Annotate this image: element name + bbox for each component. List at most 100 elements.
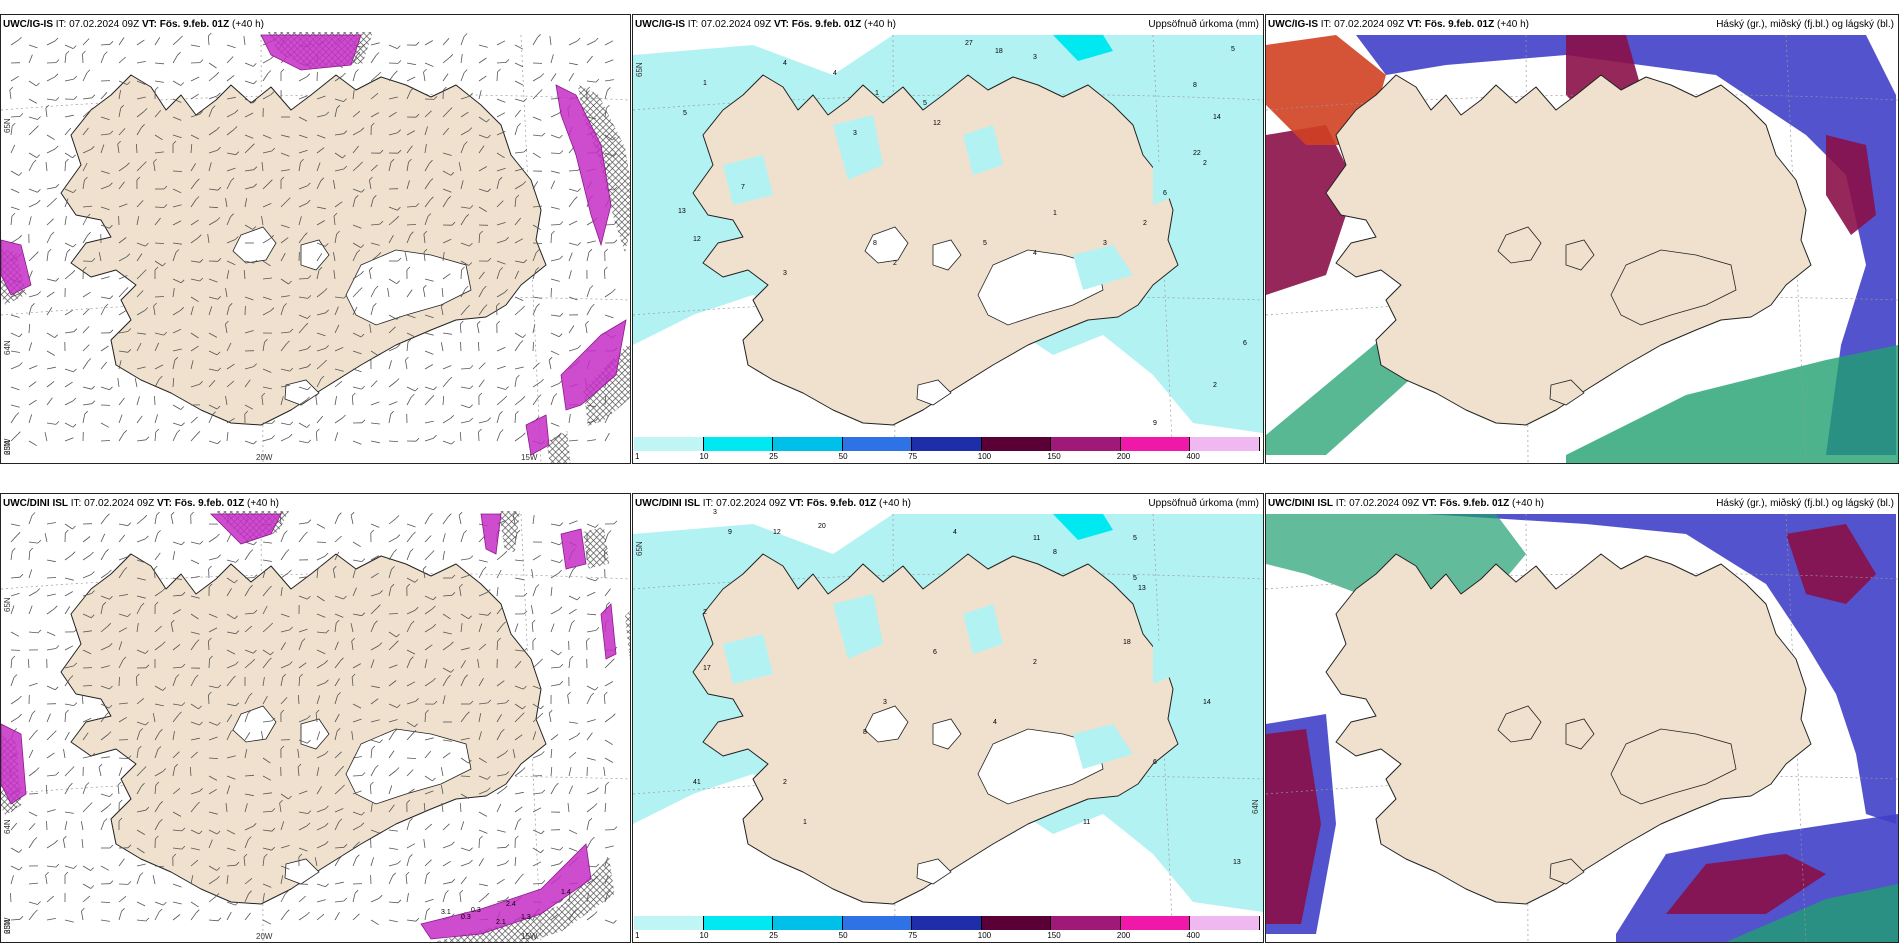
- colorbar-tick-label: 400: [1186, 452, 1200, 461]
- precip-area: [1153, 634, 1178, 684]
- valid-time: VT: Fös. 9.feb. 01Z: [141, 19, 230, 30]
- colorbar-tick-label: 100: [977, 931, 992, 940]
- value-label: 3: [1103, 240, 1107, 247]
- axis-label-lat-mid: 64N: [3, 340, 12, 355]
- colorbar-tick-label: 150: [1047, 931, 1061, 940]
- init-time: IT: 07.02.2024 09Z: [1320, 19, 1405, 30]
- value-label: 1.4: [561, 889, 571, 896]
- gust-hatch-area: [583, 526, 610, 569]
- value-label: 2.4: [506, 901, 516, 908]
- value-label: 5: [923, 100, 927, 107]
- precip-area: [1073, 724, 1133, 769]
- axis-label-corner: 25W: [3, 917, 12, 934]
- value-label: 13: [678, 208, 686, 215]
- value-label: 12: [933, 120, 941, 127]
- glacier-outline: [300, 239, 330, 271]
- colorbar-tick-label: 200: [1116, 452, 1131, 461]
- cloud-layer: [1786, 524, 1876, 604]
- glacier-outline: [932, 239, 962, 271]
- glacier-outline: [864, 705, 909, 743]
- value-label: 0.3: [471, 907, 481, 914]
- cloud-layer: [1266, 125, 1356, 295]
- precip-area: [833, 115, 883, 180]
- axis-label-lat-top: 65N: [3, 597, 12, 612]
- init-time: IT: 07.02.2024 09Z: [687, 19, 772, 30]
- colorbar-swatch: [1190, 437, 1260, 451]
- lead-time: (+40 h): [1512, 498, 1544, 509]
- value-label: 4: [1033, 250, 1037, 257]
- value-label: 5: [1133, 575, 1137, 582]
- init-time: IT: 07.02.2024 09Z: [1335, 498, 1420, 509]
- colorbar-swatch: [981, 916, 1052, 930]
- model-name: UWC/IG-IS: [3, 19, 53, 30]
- value-label: 5: [1231, 46, 1235, 53]
- model-name: UWC/DINI ISL: [3, 498, 68, 509]
- glacier-outline: [1610, 728, 1737, 805]
- precip-area: [723, 155, 773, 205]
- precip-area: [1073, 245, 1133, 290]
- value-label: 2: [703, 609, 707, 616]
- colorbar-tick-label: 10: [699, 931, 709, 940]
- colorbar-tick-label: 400: [1186, 931, 1200, 940]
- colorbar-tick-label: 10: [699, 452, 709, 461]
- value-label: 18: [995, 48, 1003, 55]
- panel-header: UWC/IG-IS IT: 07.02.2024 09Z VT: Fös. 9.…: [3, 19, 264, 30]
- colorbar-swatch: [634, 916, 704, 930]
- value-label: 2: [1203, 160, 1207, 167]
- value-label: 14: [1203, 699, 1211, 706]
- gust-hatch-area: [546, 430, 571, 463]
- value-label: 3.1: [441, 909, 451, 916]
- glacier-outline: [345, 249, 472, 326]
- glacier-outline: [1610, 249, 1737, 326]
- axis-label-lon-right: 15W: [521, 453, 538, 462]
- value-label: 2: [1213, 382, 1217, 389]
- colorbar: 1 10 25 50 75 100 150 200 400: [634, 437, 1260, 463]
- lead-time: (+40 h): [879, 498, 911, 509]
- colorbar-swatch: [912, 916, 982, 930]
- value-label: 1: [803, 819, 807, 826]
- cloud-layer: [1266, 729, 1321, 924]
- precip-area: [1153, 155, 1178, 205]
- glacier-outline: [1549, 379, 1585, 406]
- glacier-outline: [977, 249, 1104, 326]
- value-label: 27: [965, 40, 973, 47]
- strong-wind-area: [260, 34, 362, 71]
- colorbar-tick-label: 75: [908, 931, 918, 940]
- panel-header: UWC/IG-IS IT: 07.02.2024 09Z VT: Fös. 9.…: [1268, 19, 1529, 30]
- valid-time: VT: Fös. 9.feb. 01Z: [156, 498, 245, 509]
- glacier-outline: [284, 379, 320, 406]
- value-label: 1.3: [521, 914, 531, 921]
- lead-time: (+40 h): [1497, 19, 1529, 30]
- strong-wind-area: [600, 603, 617, 660]
- wind-barbs: [9, 32, 618, 447]
- model-name: UWC/IG-IS: [1268, 19, 1318, 30]
- map-cloud: [1266, 34, 1898, 463]
- value-label: 8: [873, 240, 877, 247]
- value-label: 18: [1123, 639, 1131, 646]
- colorbar-tick-label: 1: [635, 931, 640, 940]
- gust-hatch-area: [498, 511, 520, 553]
- panel-cloud-ig-is: UWC/IG-IS IT: 07.02.2024 09Z VT: Fös. 9.…: [1265, 14, 1899, 464]
- value-label: 3: [783, 270, 787, 277]
- value-label: 8: [1053, 549, 1057, 556]
- colorbar-tick-label: 1: [635, 452, 640, 461]
- colorbar-tick-label: 75: [908, 452, 918, 461]
- glacier-outline: [1497, 705, 1542, 743]
- axis-label-lat-top: 65N: [635, 62, 644, 77]
- axis-label-lat-top: 65N: [3, 118, 12, 133]
- strong-wind-area: [1, 723, 27, 805]
- colorbar-tick-label: 50: [838, 452, 848, 461]
- colorbar-swatch: [773, 916, 843, 930]
- lead-time: (+40 h): [864, 19, 896, 30]
- value-label: 4: [953, 529, 957, 536]
- panel-precip-dini-isl: 3 9 12 20 4 11 8 5 13 18 2 17 14 6 1 41 11 13 5 2 4 6 3 2 8 UWC/D…: [632, 493, 1264, 943]
- precip-area: [723, 634, 773, 684]
- valid-time: VT: Fös. 9.feb. 01Z: [773, 19, 862, 30]
- gust-hatch-area: [435, 857, 615, 942]
- model-name: UWC/DINI ISL: [1268, 498, 1333, 509]
- value-label: 12: [773, 529, 781, 536]
- value-label: 41: [693, 779, 701, 786]
- colorbar: 1 10 25 50 75 100 150 200 400: [634, 916, 1260, 942]
- glacier-outline: [916, 379, 952, 406]
